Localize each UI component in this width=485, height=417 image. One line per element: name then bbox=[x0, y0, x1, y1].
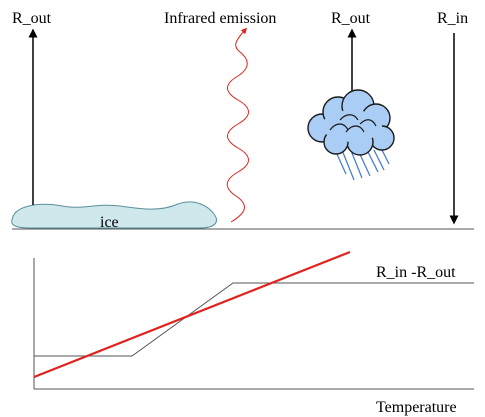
ice-label: ice bbox=[100, 214, 119, 231]
infrared-label: Infrared emission bbox=[164, 10, 276, 27]
rain-cloud-icon bbox=[307, 89, 395, 181]
ice-sheet bbox=[11, 201, 217, 229]
infrared-emission-line bbox=[33, 250, 351, 379]
net-radiation-curve bbox=[34, 282, 474, 357]
infrared-wave-arrow bbox=[226, 27, 249, 223]
net-radiation-label: R_in -R_out bbox=[376, 264, 456, 281]
temperature-axis-label: Temperature bbox=[376, 399, 457, 416]
feedback-graph: R_in -R_out Temperature bbox=[33, 250, 474, 416]
r-out-right-label: R_out bbox=[331, 10, 371, 27]
r-in-label: R_in bbox=[437, 10, 468, 27]
r-out-left-label: R_out bbox=[12, 10, 52, 27]
